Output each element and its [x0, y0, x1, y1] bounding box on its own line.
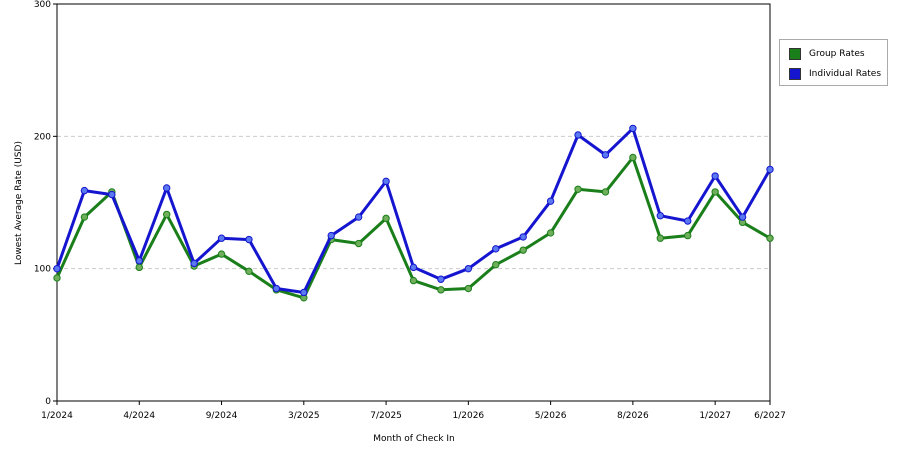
data-point-group-rates — [629, 153, 637, 162]
data-point-individual-rates — [108, 190, 116, 199]
y-tick-label: 200 — [34, 132, 51, 142]
y-tick-label: 0 — [45, 397, 51, 407]
y-tick-label: 300 — [34, 0, 51, 10]
y-tick-label: 100 — [34, 265, 51, 275]
data-point-individual-rates — [437, 275, 445, 283]
data-point-individual-rates — [409, 263, 418, 272]
data-point-individual-rates — [684, 217, 692, 225]
data-point-individual-rates — [464, 264, 473, 273]
data-point-group-rates — [437, 286, 445, 294]
data-point-group-rates — [80, 213, 89, 221]
legend-item-group-rates: Group Rates — [789, 47, 865, 61]
gridlines — [57, 135, 770, 270]
data-point-group-rates — [217, 250, 226, 258]
data-point-individual-rates — [601, 151, 610, 159]
data-point-individual-rates — [162, 184, 171, 192]
legend-swatch-group-rates — [789, 48, 801, 60]
data-point-group-rates — [574, 185, 582, 193]
data-point-individual-rates — [135, 257, 143, 265]
x-tick-label: 8/2026 — [617, 411, 649, 421]
data-point-group-rates — [245, 267, 253, 276]
data-point-group-rates — [492, 260, 500, 269]
series-line-group-rates — [55, 156, 772, 300]
data-point-individual-rates — [354, 213, 363, 221]
legend: Group Rates Individual Rates — [779, 39, 888, 86]
data-point-group-rates — [162, 210, 171, 219]
data-point-individual-rates — [766, 165, 774, 174]
data-point-individual-rates — [217, 234, 226, 242]
data-point-individual-rates — [190, 259, 198, 268]
data-point-group-rates — [684, 231, 692, 240]
x-tick-label: 3/2025 — [288, 411, 320, 421]
data-point-group-rates — [546, 229, 555, 237]
data-point-individual-rates — [629, 124, 637, 133]
x-tick-label: 1/2026 — [453, 411, 485, 421]
legend-swatch-individual-rates — [789, 68, 801, 80]
legend-item-individual-rates: Individual Rates — [789, 67, 881, 81]
x-tick-label: 1/2027 — [699, 411, 731, 421]
data-point-individual-rates — [327, 231, 335, 240]
data-point-individual-rates — [519, 233, 527, 241]
x-tick-label: 4/2024 — [123, 411, 155, 421]
legend-label-group-rates: Group Rates — [809, 49, 865, 59]
data-point-individual-rates — [711, 172, 719, 180]
plot-area-border — [56, 3, 771, 402]
series-lines — [53, 124, 774, 302]
data-point-individual-rates — [492, 245, 500, 253]
data-point-individual-rates — [80, 186, 89, 195]
legend-label-individual-rates: Individual Rates — [809, 69, 882, 79]
x-tick-label: 1/2024 — [41, 411, 73, 421]
data-point-individual-rates — [272, 284, 281, 293]
data-point-group-rates — [382, 214, 390, 223]
data-point-individual-rates — [382, 177, 390, 186]
data-point-individual-rates — [738, 213, 747, 221]
data-point-group-rates — [354, 239, 363, 248]
data-point-individual-rates — [546, 197, 555, 205]
data-point-group-rates — [135, 263, 143, 272]
data-point-individual-rates — [300, 288, 308, 297]
x-tick-label: 5/2026 — [535, 411, 567, 421]
data-point-group-rates — [53, 274, 61, 282]
x-tick-label: 7/2025 — [370, 411, 402, 421]
data-point-group-rates — [711, 188, 719, 196]
x-tick-label: 6/2027 — [754, 411, 786, 421]
x-axis-title: Month of Check In — [373, 434, 455, 444]
data-point-group-rates — [464, 284, 473, 293]
data-point-individual-rates — [245, 235, 253, 244]
data-point-group-rates — [409, 276, 418, 285]
data-point-individual-rates — [574, 131, 582, 139]
data-point-group-rates — [519, 246, 527, 254]
axes: 0 100 200 300 1/2024 4/2024 9/2024 3/2025 7/2025… — [34, 0, 786, 421]
data-point-individual-rates — [53, 264, 61, 273]
data-point-individual-rates — [656, 212, 665, 220]
data-point-group-rates — [601, 188, 610, 196]
y-axis-title: Lowest Average Rate (USD) — [14, 141, 24, 265]
data-point-group-rates — [766, 234, 774, 242]
x-tick-label: 9/2024 — [206, 411, 238, 421]
data-point-group-rates — [656, 234, 665, 242]
